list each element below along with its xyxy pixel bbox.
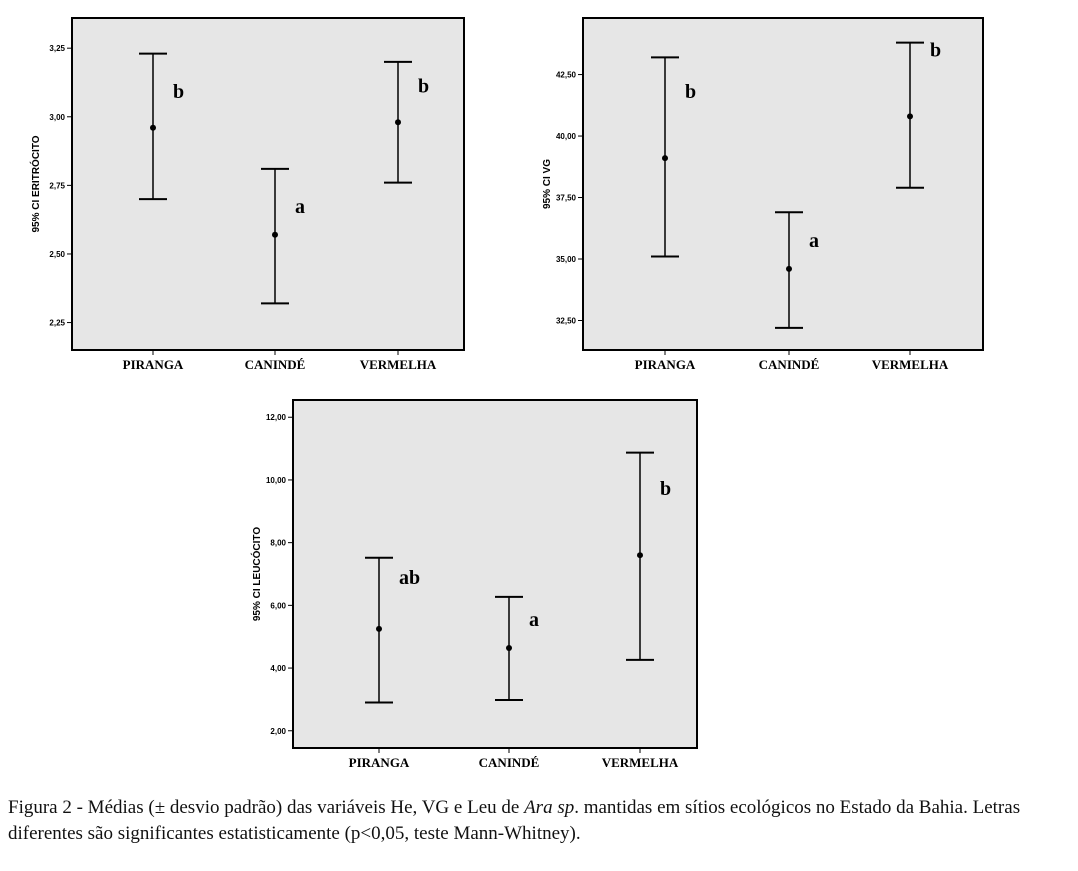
y-tick-label: 32,50 bbox=[556, 316, 577, 325]
plot-area bbox=[292, 399, 698, 749]
y-tick-label: 35,00 bbox=[556, 255, 577, 264]
y-tick-label: 2,25 bbox=[49, 319, 65, 328]
y-tick-label: 3,25 bbox=[49, 44, 65, 53]
y-tick-label: 12,00 bbox=[266, 413, 287, 422]
significance-letter: b bbox=[685, 81, 696, 103]
y-tick-label: 10,00 bbox=[266, 476, 287, 485]
caption-text: Figura 2 - Médias (± desvio padrão) das … bbox=[8, 797, 525, 818]
y-tick-label: 3,00 bbox=[49, 113, 65, 122]
y-axis-label: 95% CI LEUCÓCITO bbox=[250, 527, 263, 621]
significance-letter: a bbox=[809, 230, 819, 252]
x-tick-label: CANINDÉ bbox=[759, 357, 820, 372]
y-tick-label: 42,50 bbox=[556, 71, 577, 80]
x-tick-label: PIRANGA bbox=[349, 755, 410, 770]
y-tick-label: 40,00 bbox=[556, 132, 577, 141]
significance-letter: ab bbox=[399, 567, 420, 589]
mean-point bbox=[395, 119, 401, 126]
plot-area bbox=[71, 17, 465, 351]
y-tick-label: 37,50 bbox=[556, 194, 577, 203]
x-tick-label: VERMELHA bbox=[360, 357, 437, 372]
mean-point bbox=[272, 231, 278, 238]
x-tick-label: VERMELHA bbox=[602, 755, 679, 770]
significance-letter: b bbox=[418, 75, 429, 97]
y-tick-label: 2,75 bbox=[49, 181, 65, 190]
significance-letter: b bbox=[173, 81, 184, 103]
mean-point bbox=[662, 155, 668, 162]
significance-letter: a bbox=[529, 609, 539, 631]
chart-2: 32,50 35,00 37,50 40,00 42,50 95% CI VG PIRANG… bbox=[542, 17, 984, 372]
x-tick-label: CANINDÉ bbox=[245, 357, 306, 372]
figure-caption: Figura 2 - Médias (± desvio padrão) das … bbox=[8, 795, 1073, 847]
y-tick-label: 4,00 bbox=[270, 664, 286, 673]
y-axis-label: 95% CI VG bbox=[542, 159, 553, 209]
significance-letter: a bbox=[295, 196, 305, 218]
y-tick-label: 2,50 bbox=[49, 250, 65, 259]
significance-letter: b bbox=[660, 478, 671, 500]
y-tick-label: 6,00 bbox=[270, 601, 286, 610]
figure: 2,25 2,50 2,75 3,00 3,25 95% CI ERITRÓCITO PIR… bbox=[29, 17, 984, 770]
caption-text-2: . mantidas em sítios ecológicos no Estad… bbox=[8, 797, 1021, 844]
mean-point bbox=[637, 552, 643, 559]
mean-point bbox=[786, 265, 792, 272]
mean-point bbox=[376, 625, 382, 632]
chart-1: 2,25 2,50 2,75 3,00 3,25 95% CI ERITRÓCITO PIR… bbox=[29, 17, 465, 372]
x-tick-label: CANINDÉ bbox=[479, 755, 540, 770]
chart-3: 2,00 4,00 6,00 8,00 10,00 12,00 95% CI LEUCÓCI… bbox=[250, 399, 698, 770]
mean-point bbox=[150, 124, 156, 131]
mean-point bbox=[506, 644, 512, 651]
y-axis-label: 95% CI ERITRÓCITO bbox=[29, 135, 42, 232]
mean-point bbox=[907, 113, 913, 120]
x-tick-label: PIRANGA bbox=[635, 357, 696, 372]
significance-letter: b bbox=[930, 39, 941, 61]
y-tick-label: 2,00 bbox=[270, 727, 286, 736]
y-tick-label: 8,00 bbox=[270, 539, 286, 548]
x-tick-label: PIRANGA bbox=[123, 357, 184, 372]
x-tick-label: VERMELHA bbox=[872, 357, 949, 372]
plot-area bbox=[582, 17, 984, 351]
caption-species: Ara sp bbox=[524, 797, 575, 818]
